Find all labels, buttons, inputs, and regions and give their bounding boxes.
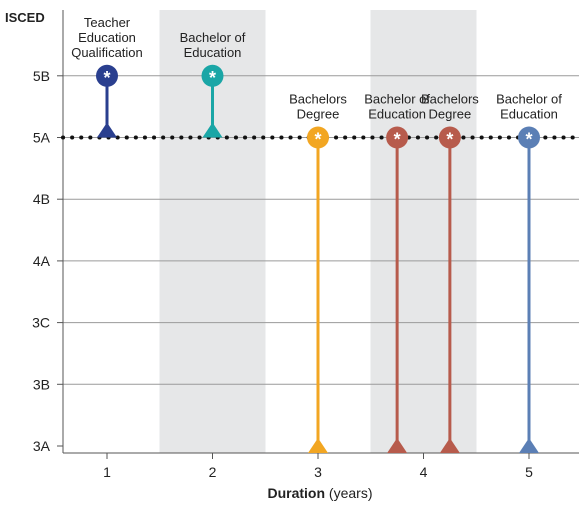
x-axis-title-unit: (years): [325, 485, 372, 501]
point-label-5-line-0: Bachelor of: [496, 92, 562, 107]
point-label-4-line-1: Degree: [429, 107, 472, 122]
y-tick-label-5B: 5B: [33, 68, 50, 84]
series-markers: * * * * * *: [96, 64, 540, 453]
point-marker-5: [518, 126, 540, 149]
x-tick-label-1: 1: [103, 464, 111, 480]
y-tick-labels: 3A 3B 3C 4A 4B 5A 5B: [32, 68, 51, 454]
x-tick-label-4: 4: [420, 464, 428, 480]
point-base-triangle-1: [202, 122, 223, 138]
y-tick-label-4B: 4B: [33, 191, 50, 207]
point-label-3-line-1: Education: [368, 107, 426, 122]
point-marker-3: [386, 126, 409, 149]
point-label-0-line-1: Education: [78, 30, 136, 45]
point-label-0-line-2: Qualification: [71, 45, 143, 60]
point-label-4-line-0: Bachelors: [421, 92, 479, 107]
point-base-triangle-0: [97, 122, 117, 138]
y-tick-label-4A: 4A: [33, 253, 51, 269]
x-axis-title: Duration (years): [267, 485, 372, 501]
point-label-2-line-0: Bachelors: [289, 92, 347, 107]
y-tick-label-3B: 3B: [33, 376, 50, 392]
point-base-triangle-3: [387, 438, 408, 453]
point-base-triangle-2: [308, 438, 328, 453]
point-marker-4: [438, 126, 461, 149]
x-axis-title-bold: Duration: [267, 485, 325, 501]
point-marker-symbol-4: *: [446, 130, 453, 150]
point-marker-symbol-0: *: [103, 68, 110, 88]
y-tick-label-3C: 3C: [32, 315, 50, 331]
point-label-3-line-0: Bachelor of: [364, 92, 430, 107]
y-tick-label-5A: 5A: [33, 130, 51, 146]
point-label-1-line-1: Education: [184, 45, 242, 60]
point-base-triangle-4: [439, 438, 460, 453]
point-label-1-line-0: Bachelor of: [180, 30, 246, 45]
x-tick-labels: 1 2 3 4 5: [103, 453, 533, 480]
x-tick-label-2: 2: [209, 464, 217, 480]
point-marker-symbol-5: *: [525, 130, 532, 150]
axes: [62, 10, 579, 454]
point-marker-2: [307, 126, 329, 149]
point-marker-symbol-1: *: [209, 68, 216, 88]
x-tick-label-5: 5: [525, 464, 533, 480]
y-axis-title: ISCED: [5, 10, 45, 25]
point-marker-symbol-2: *: [314, 130, 321, 150]
shaded-band-4: [370, 10, 477, 453]
point-label-2-line-1: Degree: [297, 107, 340, 122]
x-tick-label-3: 3: [314, 464, 322, 480]
point-label-0-line-0: Teacher: [84, 15, 131, 30]
point-marker-0: [96, 64, 118, 87]
y-tick-label-3A: 3A: [33, 438, 51, 454]
point-marker-1: [201, 64, 224, 87]
point-base-triangle-5: [519, 438, 539, 453]
point-marker-symbol-3: *: [394, 130, 401, 150]
point-label-5-line-1: Education: [500, 107, 558, 122]
